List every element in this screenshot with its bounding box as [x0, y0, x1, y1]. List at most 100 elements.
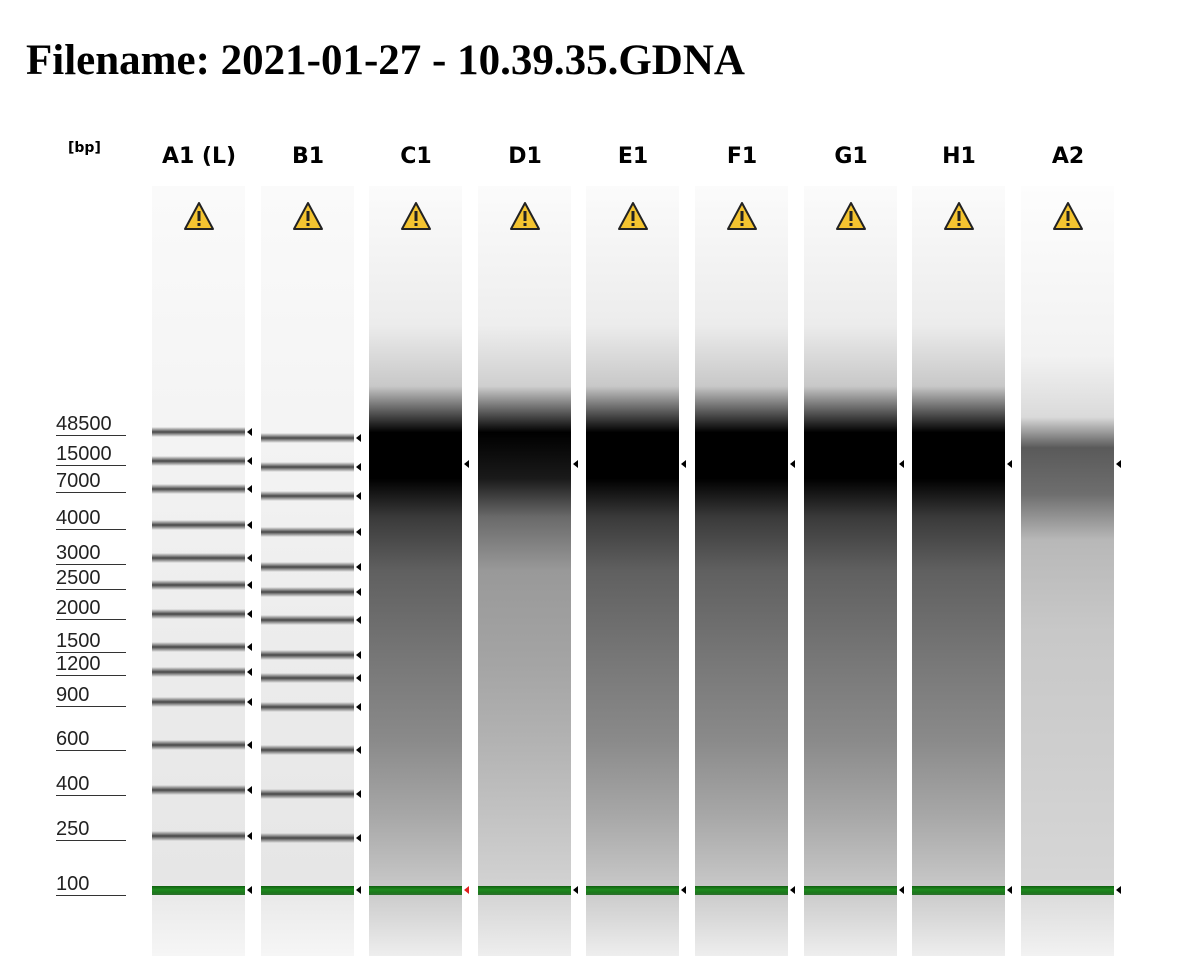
ruler-tick: [56, 435, 126, 436]
gel-lane[interactable]: [912, 186, 1005, 956]
ruler-label: 1200: [56, 653, 101, 675]
ruler-tick: [56, 750, 126, 751]
peak-arrow: [1116, 460, 1121, 468]
ruler-label: 250: [56, 818, 90, 840]
ruler-label: 15000: [56, 443, 112, 465]
peak-arrow: [356, 790, 361, 798]
lane-label: A2: [1051, 144, 1085, 169]
peak-arrow: [247, 521, 252, 529]
ladder-band: [152, 456, 245, 466]
peak-arrow: [247, 643, 252, 651]
gel-lane[interactable]: [369, 186, 462, 956]
marker-arrow: [464, 886, 469, 894]
warning-triangle-icon[interactable]: [1052, 201, 1084, 231]
marker-arrow: [1007, 886, 1012, 894]
peak-arrow: [247, 698, 252, 706]
lane-label: G1: [834, 144, 868, 169]
marker-arrow: [681, 886, 686, 894]
gel-lane[interactable]: [478, 186, 571, 956]
warning-triangle-icon[interactable]: [292, 201, 324, 231]
lower-marker-band: [586, 886, 679, 895]
page-title: Filename: 2021-01-27 - 10.39.35.GDNA: [26, 37, 745, 84]
warning-triangle-icon[interactable]: [835, 201, 867, 231]
marker-arrow: [790, 886, 795, 894]
ruler-label: 900: [56, 684, 90, 706]
ruler-tick: [56, 795, 126, 796]
peak-arrow: [356, 834, 361, 842]
bp-unit-label: [bp]: [68, 140, 101, 156]
warning-triangle-icon[interactable]: [943, 201, 975, 231]
ladder-band: [152, 520, 245, 530]
ladder-band: [261, 673, 354, 683]
peak-arrow: [247, 741, 252, 749]
ladder-band: [152, 427, 245, 437]
lower-marker-band: [261, 886, 354, 895]
gel-lane[interactable]: [261, 186, 354, 956]
marker-arrow: [573, 886, 578, 894]
peak-arrow: [356, 616, 361, 624]
gel-lane[interactable]: [695, 186, 788, 956]
ruler-tick: [56, 706, 126, 707]
peak-arrow: [247, 554, 252, 562]
warning-triangle-icon[interactable]: [617, 201, 649, 231]
warning-triangle-icon[interactable]: [183, 201, 215, 231]
ruler-tick: [56, 564, 126, 565]
ladder-band: [261, 491, 354, 501]
peak-arrow: [790, 460, 795, 468]
peak-arrow: [247, 832, 252, 840]
lane-label: H1: [942, 144, 976, 169]
lane-label: B1: [291, 144, 325, 169]
peak-arrow: [247, 485, 252, 493]
ladder-band: [152, 484, 245, 494]
lower-marker-band: [1021, 886, 1114, 895]
ladder-band: [261, 745, 354, 755]
ladder-band: [261, 650, 354, 660]
ladder-band: [261, 702, 354, 712]
warning-triangle-icon[interactable]: [400, 201, 432, 231]
ladder-band: [261, 833, 354, 843]
ruler-tick: [56, 589, 126, 590]
lane-label: F1: [726, 144, 758, 169]
peak-arrow: [1007, 460, 1012, 468]
peak-arrow: [899, 460, 904, 468]
ladder-band: [152, 609, 245, 619]
peak-arrow: [356, 703, 361, 711]
ruler-label: 400: [56, 773, 90, 795]
ruler-label: 100: [56, 873, 90, 895]
ruler-tick: [56, 492, 126, 493]
gel-lane[interactable]: [1021, 186, 1114, 956]
peak-arrow: [573, 460, 578, 468]
ruler-tick: [56, 465, 126, 466]
ruler-label: 1500: [56, 630, 101, 652]
ladder-band: [261, 462, 354, 472]
warning-triangle-icon[interactable]: [509, 201, 541, 231]
ladder-band: [152, 831, 245, 841]
peak-arrow: [247, 457, 252, 465]
ladder-band: [152, 580, 245, 590]
ruler-tick: [56, 675, 126, 676]
peak-arrow: [247, 428, 252, 436]
gel-lane[interactable]: [804, 186, 897, 956]
ladder-band: [152, 553, 245, 563]
peak-arrow: [356, 434, 361, 442]
warning-triangle-icon[interactable]: [726, 201, 758, 231]
ladder-band: [261, 789, 354, 799]
ruler-label: 4000: [56, 507, 101, 529]
lower-marker-band: [478, 886, 571, 895]
marker-arrow: [247, 886, 252, 894]
peak-arrow: [247, 668, 252, 676]
ladder-band: [261, 615, 354, 625]
lower-marker-band: [369, 886, 462, 895]
peak-arrow: [247, 786, 252, 794]
ladder-band: [152, 642, 245, 652]
peak-arrow: [464, 460, 469, 468]
peak-arrow: [356, 674, 361, 682]
marker-arrow: [1116, 886, 1121, 894]
ruler-tick: [56, 529, 126, 530]
marker-arrow: [356, 886, 361, 894]
gel-lane[interactable]: [152, 186, 245, 956]
gel-lane[interactable]: [586, 186, 679, 956]
peak-arrow: [356, 746, 361, 754]
ruler-label: 48500: [56, 413, 112, 435]
peak-arrow: [356, 463, 361, 471]
